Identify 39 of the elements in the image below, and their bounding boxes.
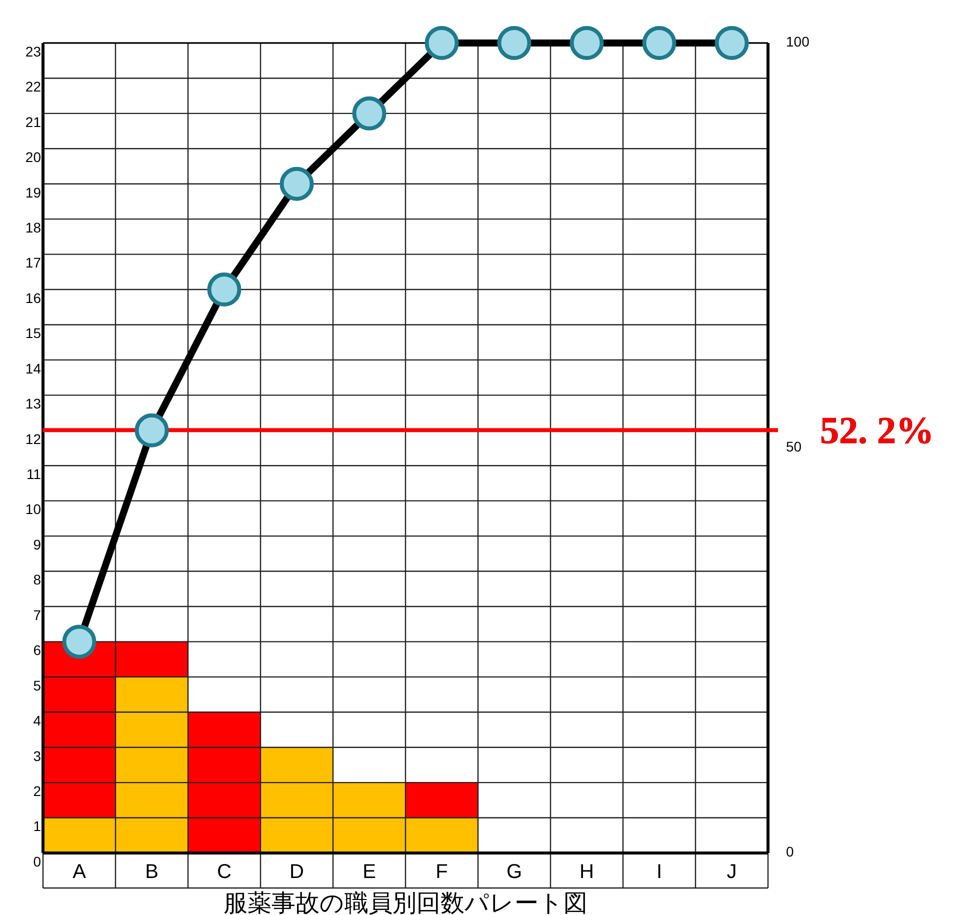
y-tick-label: 19	[25, 184, 42, 200]
x-tick-label: G	[506, 861, 522, 883]
y-tick-label: 7	[33, 606, 42, 623]
y2-tick-label: 0	[786, 844, 794, 860]
y2-tick-label: 50	[786, 438, 802, 455]
y-tick-label: 4	[33, 712, 42, 729]
x-tick-label: A	[72, 861, 87, 883]
y-tick-label: 22	[25, 78, 42, 95]
y-tick-label: 20	[25, 149, 42, 166]
x-tick-label: H	[580, 861, 594, 883]
y-tick-label: 6	[33, 642, 42, 658]
y-tick-label: 11	[26, 466, 42, 482]
y-tick-label: 10	[25, 501, 42, 518]
x-tick-label: C	[217, 861, 232, 883]
y-tick-label: 15	[25, 325, 42, 342]
y-tick-label: 17	[25, 254, 42, 271]
x-tick-label: E	[362, 861, 376, 883]
x-tick-label: F	[436, 861, 448, 883]
y-tick-label: 8	[33, 572, 42, 588]
y-tick-label: 23	[25, 43, 42, 60]
y2-tick-label: 100	[786, 34, 810, 50]
y-tick-label: 9	[33, 536, 42, 552]
y-tick-label: 0	[33, 853, 42, 870]
x-axis-title: 服薬事故の職員別回数パレート図	[224, 890, 588, 915]
y-tick-label: 14	[25, 360, 42, 376]
y-tick-label: 5	[33, 677, 42, 694]
ref-line-label: 52. 2%	[820, 410, 934, 452]
y-tick-label: 3	[33, 748, 42, 764]
x-tick-label: I	[656, 861, 662, 883]
y-tick-label: 12	[25, 430, 42, 447]
x-tick-label: B	[145, 861, 158, 883]
x-tick-label: D	[290, 861, 304, 883]
y-tick-label: 16	[25, 290, 42, 306]
y-tick-label: 2	[33, 782, 42, 799]
y-tick-label: 18	[25, 219, 42, 236]
y-tick-label: 1	[33, 818, 42, 834]
x-tick-label: J	[726, 861, 737, 883]
y-tick-label: 13	[25, 396, 42, 412]
y-tick-label: 21	[25, 114, 42, 130]
